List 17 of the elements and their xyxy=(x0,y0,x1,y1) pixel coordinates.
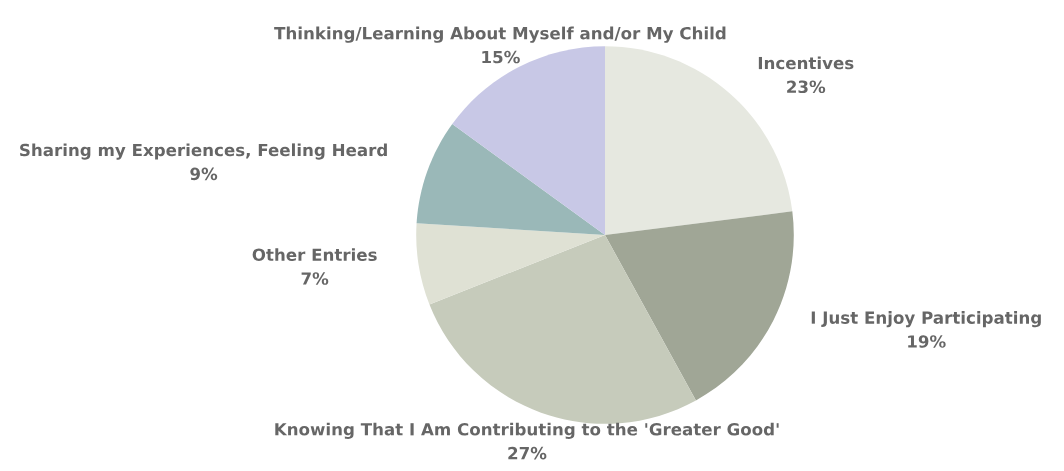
pie-slice xyxy=(429,235,696,424)
slice-label: Thinking/Learning About Myself and/or My Child xyxy=(274,26,726,43)
pie-slice xyxy=(416,223,605,305)
slice-label: Knowing That I Am Contributing to the 'Greater Good' xyxy=(275,422,779,439)
data-label: 9% xyxy=(190,167,218,181)
pie-slice xyxy=(416,124,605,235)
slice-label: Sharing my Experiences, Feeling Heard xyxy=(20,143,387,160)
slice-label: I Just Enjoy Participating xyxy=(811,311,1041,328)
slice-label: Other Entries xyxy=(252,248,377,262)
data-label: 19% xyxy=(908,335,946,348)
data-label: 7% xyxy=(301,272,329,285)
data-label: 15% xyxy=(482,50,520,64)
slice-label: Incentives xyxy=(758,56,854,70)
data-label: 27% xyxy=(508,446,547,460)
pie-slice xyxy=(605,211,794,401)
pie-slice xyxy=(452,46,605,235)
data-label: 23% xyxy=(787,80,826,94)
